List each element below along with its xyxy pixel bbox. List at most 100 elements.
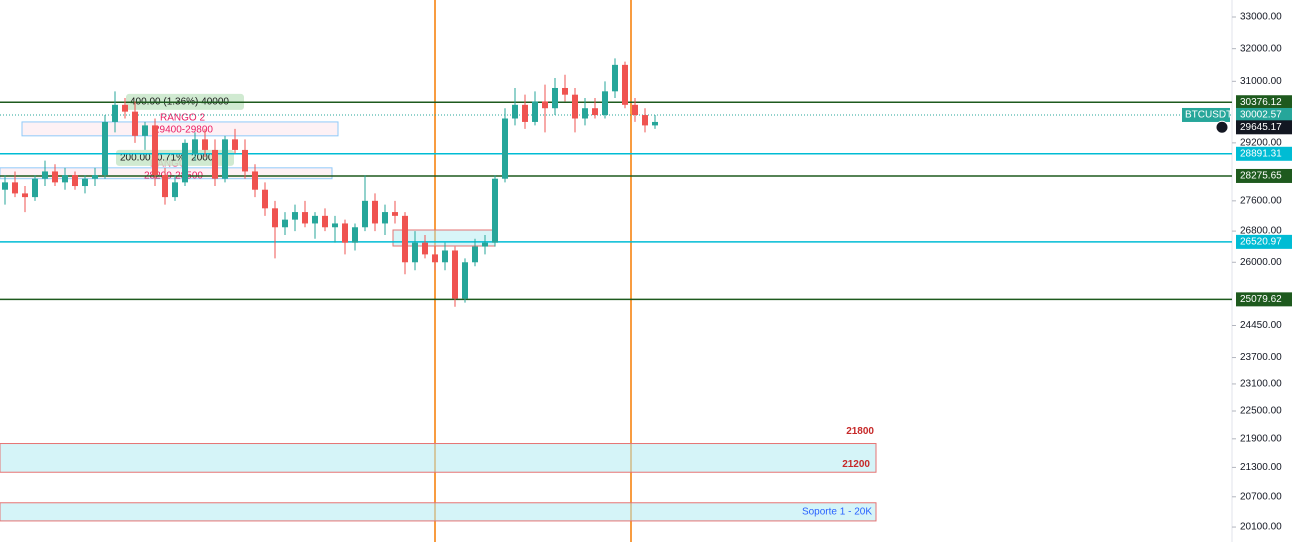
y-tick-label: 29200.00 <box>1240 138 1282 149</box>
symbol-label: BTCUSDT <box>1185 110 1232 121</box>
candle-body <box>472 246 478 263</box>
candle-body <box>412 242 418 263</box>
candle-body <box>192 139 198 154</box>
y-tick-label: 21900.00 <box>1240 433 1282 444</box>
candle-body <box>522 104 528 122</box>
candle-body <box>432 254 438 263</box>
level-tag-label: 30376.12 <box>1240 97 1282 108</box>
range-text: 29400-29800 <box>154 125 213 136</box>
y-tick-label: 33000.00 <box>1240 12 1282 23</box>
candle-body <box>102 121 108 176</box>
candle-body <box>162 175 168 198</box>
level-tag <box>1236 95 1292 110</box>
candle-body <box>52 171 58 183</box>
candle-body <box>572 94 578 119</box>
zone-label: Soporte 1 - 20K <box>802 506 872 517</box>
candle-body <box>532 101 538 122</box>
y-tick-label: 23700.00 <box>1240 352 1282 363</box>
candle-body <box>402 215 408 263</box>
y-tick-label: 20700.00 <box>1240 491 1282 502</box>
range-name: RANGO 2 <box>160 113 205 124</box>
support-zone <box>0 443 877 473</box>
candle-body <box>542 101 548 109</box>
range-box <box>21 121 339 137</box>
candle-body <box>342 223 348 243</box>
candle-body <box>302 212 308 224</box>
candle-body <box>202 139 208 150</box>
candle-body <box>322 215 328 228</box>
y-tick-label: 20100.00 <box>1240 522 1282 533</box>
candle-body <box>582 108 588 119</box>
symbol-tag <box>1182 107 1230 122</box>
candle-body <box>392 212 398 216</box>
symbol-price-tag <box>1236 107 1292 122</box>
candle-body <box>622 64 628 105</box>
candle-body <box>442 250 448 263</box>
candle-body <box>92 175 98 179</box>
candle-body <box>482 242 488 247</box>
y-tick-label: 23100.00 <box>1240 379 1282 390</box>
candle-body <box>32 178 38 198</box>
y-tick-label: 22500.00 <box>1240 406 1282 417</box>
y-tick-label: 27600.00 <box>1240 195 1282 206</box>
candle-body <box>212 149 218 179</box>
candle-body <box>552 87 558 109</box>
candle-body <box>422 242 428 255</box>
candle-body <box>292 212 298 220</box>
measure-label: 200.00 (0.71%) 2000 <box>120 152 214 163</box>
candle-body <box>462 262 468 299</box>
candle-body <box>592 108 598 116</box>
candle-body <box>132 111 138 136</box>
candle-body <box>152 125 158 176</box>
last-price-tag <box>1236 120 1292 135</box>
candle-body <box>262 189 268 209</box>
candle-body <box>242 149 248 172</box>
candle-body <box>652 121 658 126</box>
candle-body <box>632 104 638 116</box>
level-tag-label: 25079.62 <box>1240 294 1282 305</box>
candle-body <box>282 219 288 228</box>
y-tick-label: 24450.00 <box>1240 320 1282 331</box>
candle-body <box>352 227 358 243</box>
y-tick-label: 26000.00 <box>1240 257 1282 268</box>
candle-body <box>642 115 648 126</box>
symbol-price-label: 30002.57 <box>1240 110 1282 121</box>
last-price-label: 29645.17 <box>1240 122 1282 133</box>
candle-body <box>382 212 388 224</box>
candle-body <box>112 104 118 122</box>
candle-body <box>272 208 278 228</box>
candle-body <box>22 193 28 198</box>
candle-body <box>362 200 368 228</box>
candle-body <box>512 104 518 119</box>
consolidation-box <box>392 229 496 247</box>
support-zone <box>0 502 877 522</box>
candle-body <box>372 200 378 224</box>
level-tag <box>1236 292 1292 307</box>
candle-body <box>602 91 608 116</box>
level-tag <box>1236 168 1292 183</box>
level-tag <box>1236 146 1292 161</box>
candle-body <box>12 182 18 194</box>
candle-body <box>182 142 188 183</box>
candle-body <box>2 182 8 190</box>
candle-body <box>252 171 258 190</box>
candle-body <box>222 139 228 179</box>
candle-body <box>62 175 68 183</box>
candle-body <box>502 118 508 179</box>
candle-body <box>172 182 178 198</box>
level-tag <box>1236 234 1292 249</box>
y-tick-label: 31000.00 <box>1240 76 1282 87</box>
candle-body <box>332 223 338 228</box>
zone-label: 21800 <box>846 426 874 437</box>
candle-body <box>452 250 458 299</box>
crosshair-button[interactable] <box>1215 120 1229 134</box>
level-tag-label: 28891.31 <box>1240 148 1282 159</box>
candle-body <box>492 178 498 243</box>
candle-body <box>82 178 88 187</box>
level-tag-label: 28275.65 <box>1240 171 1282 182</box>
candle-body <box>122 104 128 112</box>
candle-body <box>562 87 568 95</box>
candle-body <box>142 125 148 136</box>
y-tick-label: 26800.00 <box>1240 226 1282 237</box>
